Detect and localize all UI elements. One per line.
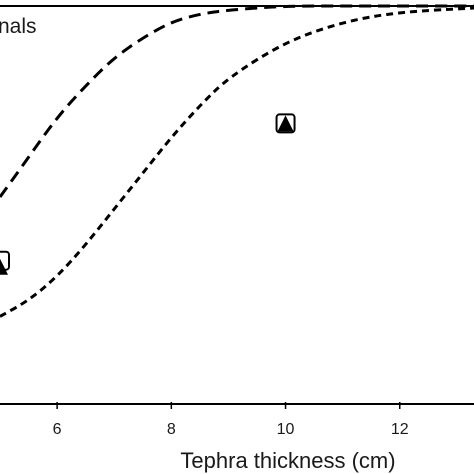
x-axis-ticks: 6 8 10 12 (53, 402, 409, 438)
marker-triangle (0, 258, 8, 275)
series-line-2 (0, 6, 474, 318)
data-point-2 (0, 250, 10, 275)
x-tick-label: 8 (167, 421, 176, 438)
legend-label: nals (0, 15, 37, 38)
plot-area: 6 8 10 12 nals Tephra thickness (cm) (0, 4, 474, 473)
data-markers (0, 113, 296, 275)
marker-triangle (277, 115, 294, 132)
x-axis-label: Tephra thickness (cm) (180, 448, 395, 473)
series-curves (0, 4, 474, 318)
x-tick-label: 10 (277, 421, 295, 438)
data-point-1 (275, 113, 296, 134)
x-tick-label: 12 (391, 421, 409, 438)
x-tick-label: 6 (53, 421, 62, 438)
series-line-1 (0, 4, 474, 198)
